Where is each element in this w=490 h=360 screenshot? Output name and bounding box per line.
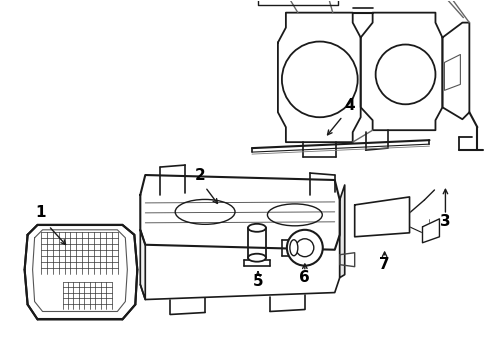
- Text: 2: 2: [195, 167, 205, 183]
- Polygon shape: [140, 175, 340, 250]
- Polygon shape: [258, 0, 338, 5]
- Polygon shape: [278, 13, 361, 142]
- Ellipse shape: [248, 254, 266, 262]
- Ellipse shape: [290, 240, 298, 256]
- Text: 3: 3: [440, 214, 451, 229]
- Polygon shape: [422, 219, 440, 243]
- Polygon shape: [361, 13, 442, 130]
- Text: 4: 4: [344, 98, 355, 113]
- Polygon shape: [24, 225, 137, 319]
- Polygon shape: [355, 197, 410, 237]
- Text: 5: 5: [253, 274, 263, 289]
- Text: 6: 6: [299, 270, 310, 285]
- Circle shape: [287, 230, 323, 266]
- Text: 7: 7: [379, 257, 390, 272]
- Polygon shape: [340, 185, 345, 278]
- Text: 1: 1: [35, 205, 46, 220]
- Ellipse shape: [248, 224, 266, 232]
- Polygon shape: [442, 23, 469, 119]
- Polygon shape: [140, 230, 145, 300]
